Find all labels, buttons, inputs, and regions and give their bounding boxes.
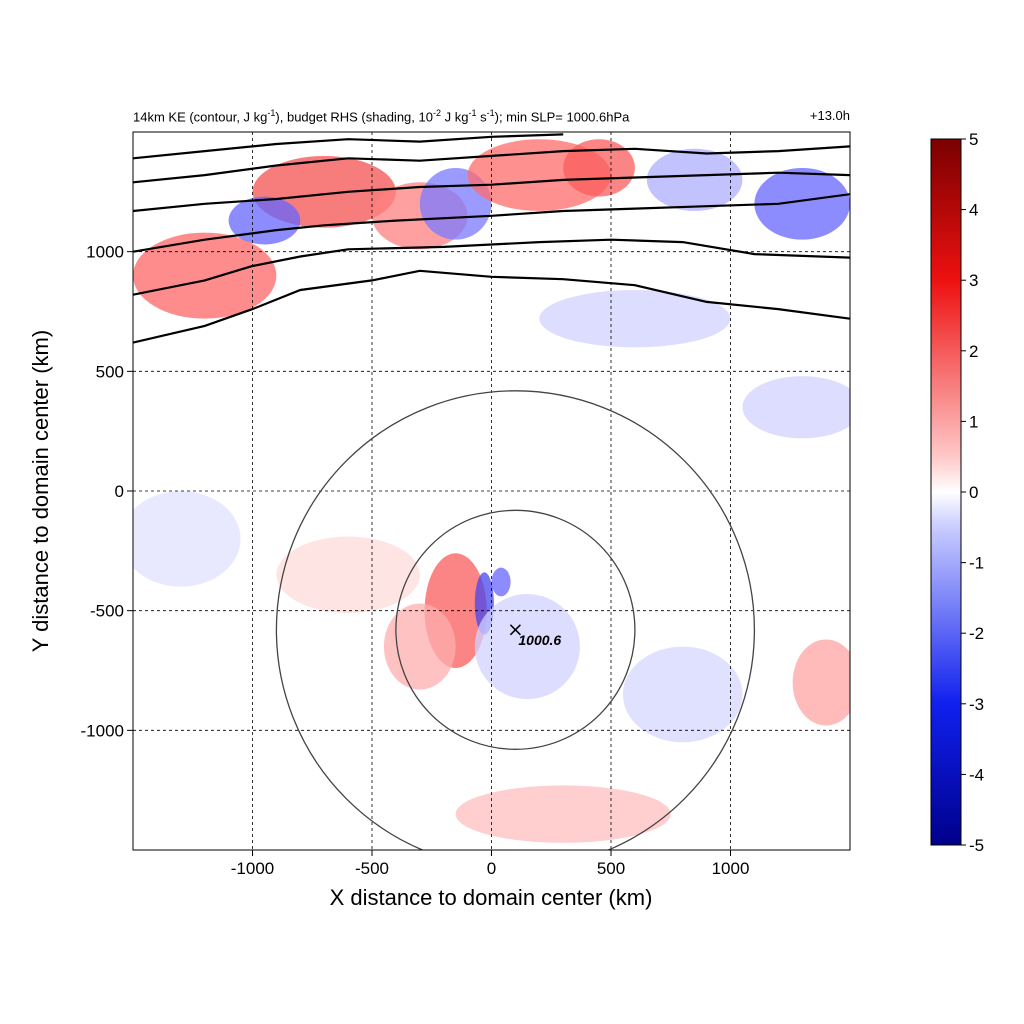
colorbar-tick-label: 4 [969, 201, 978, 220]
x-tick-label: -1000 [231, 859, 274, 878]
range-ring [395, 509, 636, 750]
shading-feature [539, 290, 731, 348]
shading-feature [276, 536, 420, 614]
marker-stroke [509, 624, 521, 636]
y-tick-label: 500 [96, 362, 124, 381]
shading-feature [491, 567, 511, 597]
ke-contour-layer [133, 133, 850, 344]
colorbar-tick-label: -4 [969, 765, 984, 784]
chart-title: 14km KE (contour, J kg-1), budget RHS (s… [133, 108, 630, 125]
shading-feature [474, 593, 580, 700]
x-tick-label: 1000 [712, 859, 750, 878]
shading-feature [646, 148, 743, 211]
colorbar-tick-label: 5 [969, 130, 978, 149]
time-label: +13.0h [809, 108, 850, 123]
y-tick-label: 0 [115, 482, 124, 501]
ke-contour-line [133, 145, 850, 184]
ke-contour-line [133, 171, 850, 213]
y-tick-label: -500 [90, 602, 124, 621]
shading-feature [563, 139, 635, 197]
tick-layer: -1000 -500 0 500 1000 1000 500 0 -500 -1000 [81, 243, 750, 878]
shading-feature [792, 639, 850, 726]
ke-contour-line [133, 133, 564, 160]
shading-feature [133, 491, 241, 587]
colorbar-tick-label: -5 [969, 836, 984, 855]
colorbar-tick-label: 3 [969, 271, 978, 290]
x-tick-label: 0 [487, 859, 496, 878]
range-ring-layer [275, 390, 755, 850]
shading-feature [383, 603, 456, 690]
ke-contour-line [133, 269, 850, 344]
ke-contour-line [133, 238, 850, 296]
colorbar-gradient [930, 138, 962, 846]
shading-feature [455, 785, 671, 843]
x-tick-label: -500 [355, 859, 389, 878]
shading-feature [228, 196, 301, 245]
shading-feature [742, 376, 850, 439]
shading-feature [754, 167, 850, 240]
ke-contour-line [133, 193, 850, 253]
range-ring [275, 390, 755, 850]
y-axis-title: Y distance to domain center (km) [28, 330, 53, 652]
x-tick-label: 500 [597, 859, 625, 878]
annotation-layer: 1000.6 [509, 624, 561, 648]
colorbar-tick-label: 2 [969, 342, 978, 361]
shading-feature [133, 232, 277, 319]
colorbar-tick-label: 0 [969, 483, 978, 502]
storm-center-label: 1000.6 [518, 632, 561, 648]
colorbar-tick-label: -3 [969, 695, 984, 714]
colorbar-tick-label: -1 [969, 554, 984, 573]
colorbar-tick-label: 1 [969, 412, 978, 431]
colorbar-ticks: 5 4 3 2 1 0 -1 -2 -3 -4 -5 [961, 130, 984, 855]
x-axis-title: X distance to domain center (km) [330, 885, 653, 910]
y-tick-label: 1000 [86, 243, 124, 262]
storm-center-marker [509, 624, 521, 636]
plot-area: 1000.6 [132, 131, 851, 851]
colorbar-tick-label: -2 [969, 624, 984, 643]
colorbar: 5 4 3 2 1 0 -1 -2 -3 -4 -5 [930, 130, 984, 855]
y-tick-label: -1000 [81, 721, 124, 740]
shading-feature [622, 646, 743, 743]
